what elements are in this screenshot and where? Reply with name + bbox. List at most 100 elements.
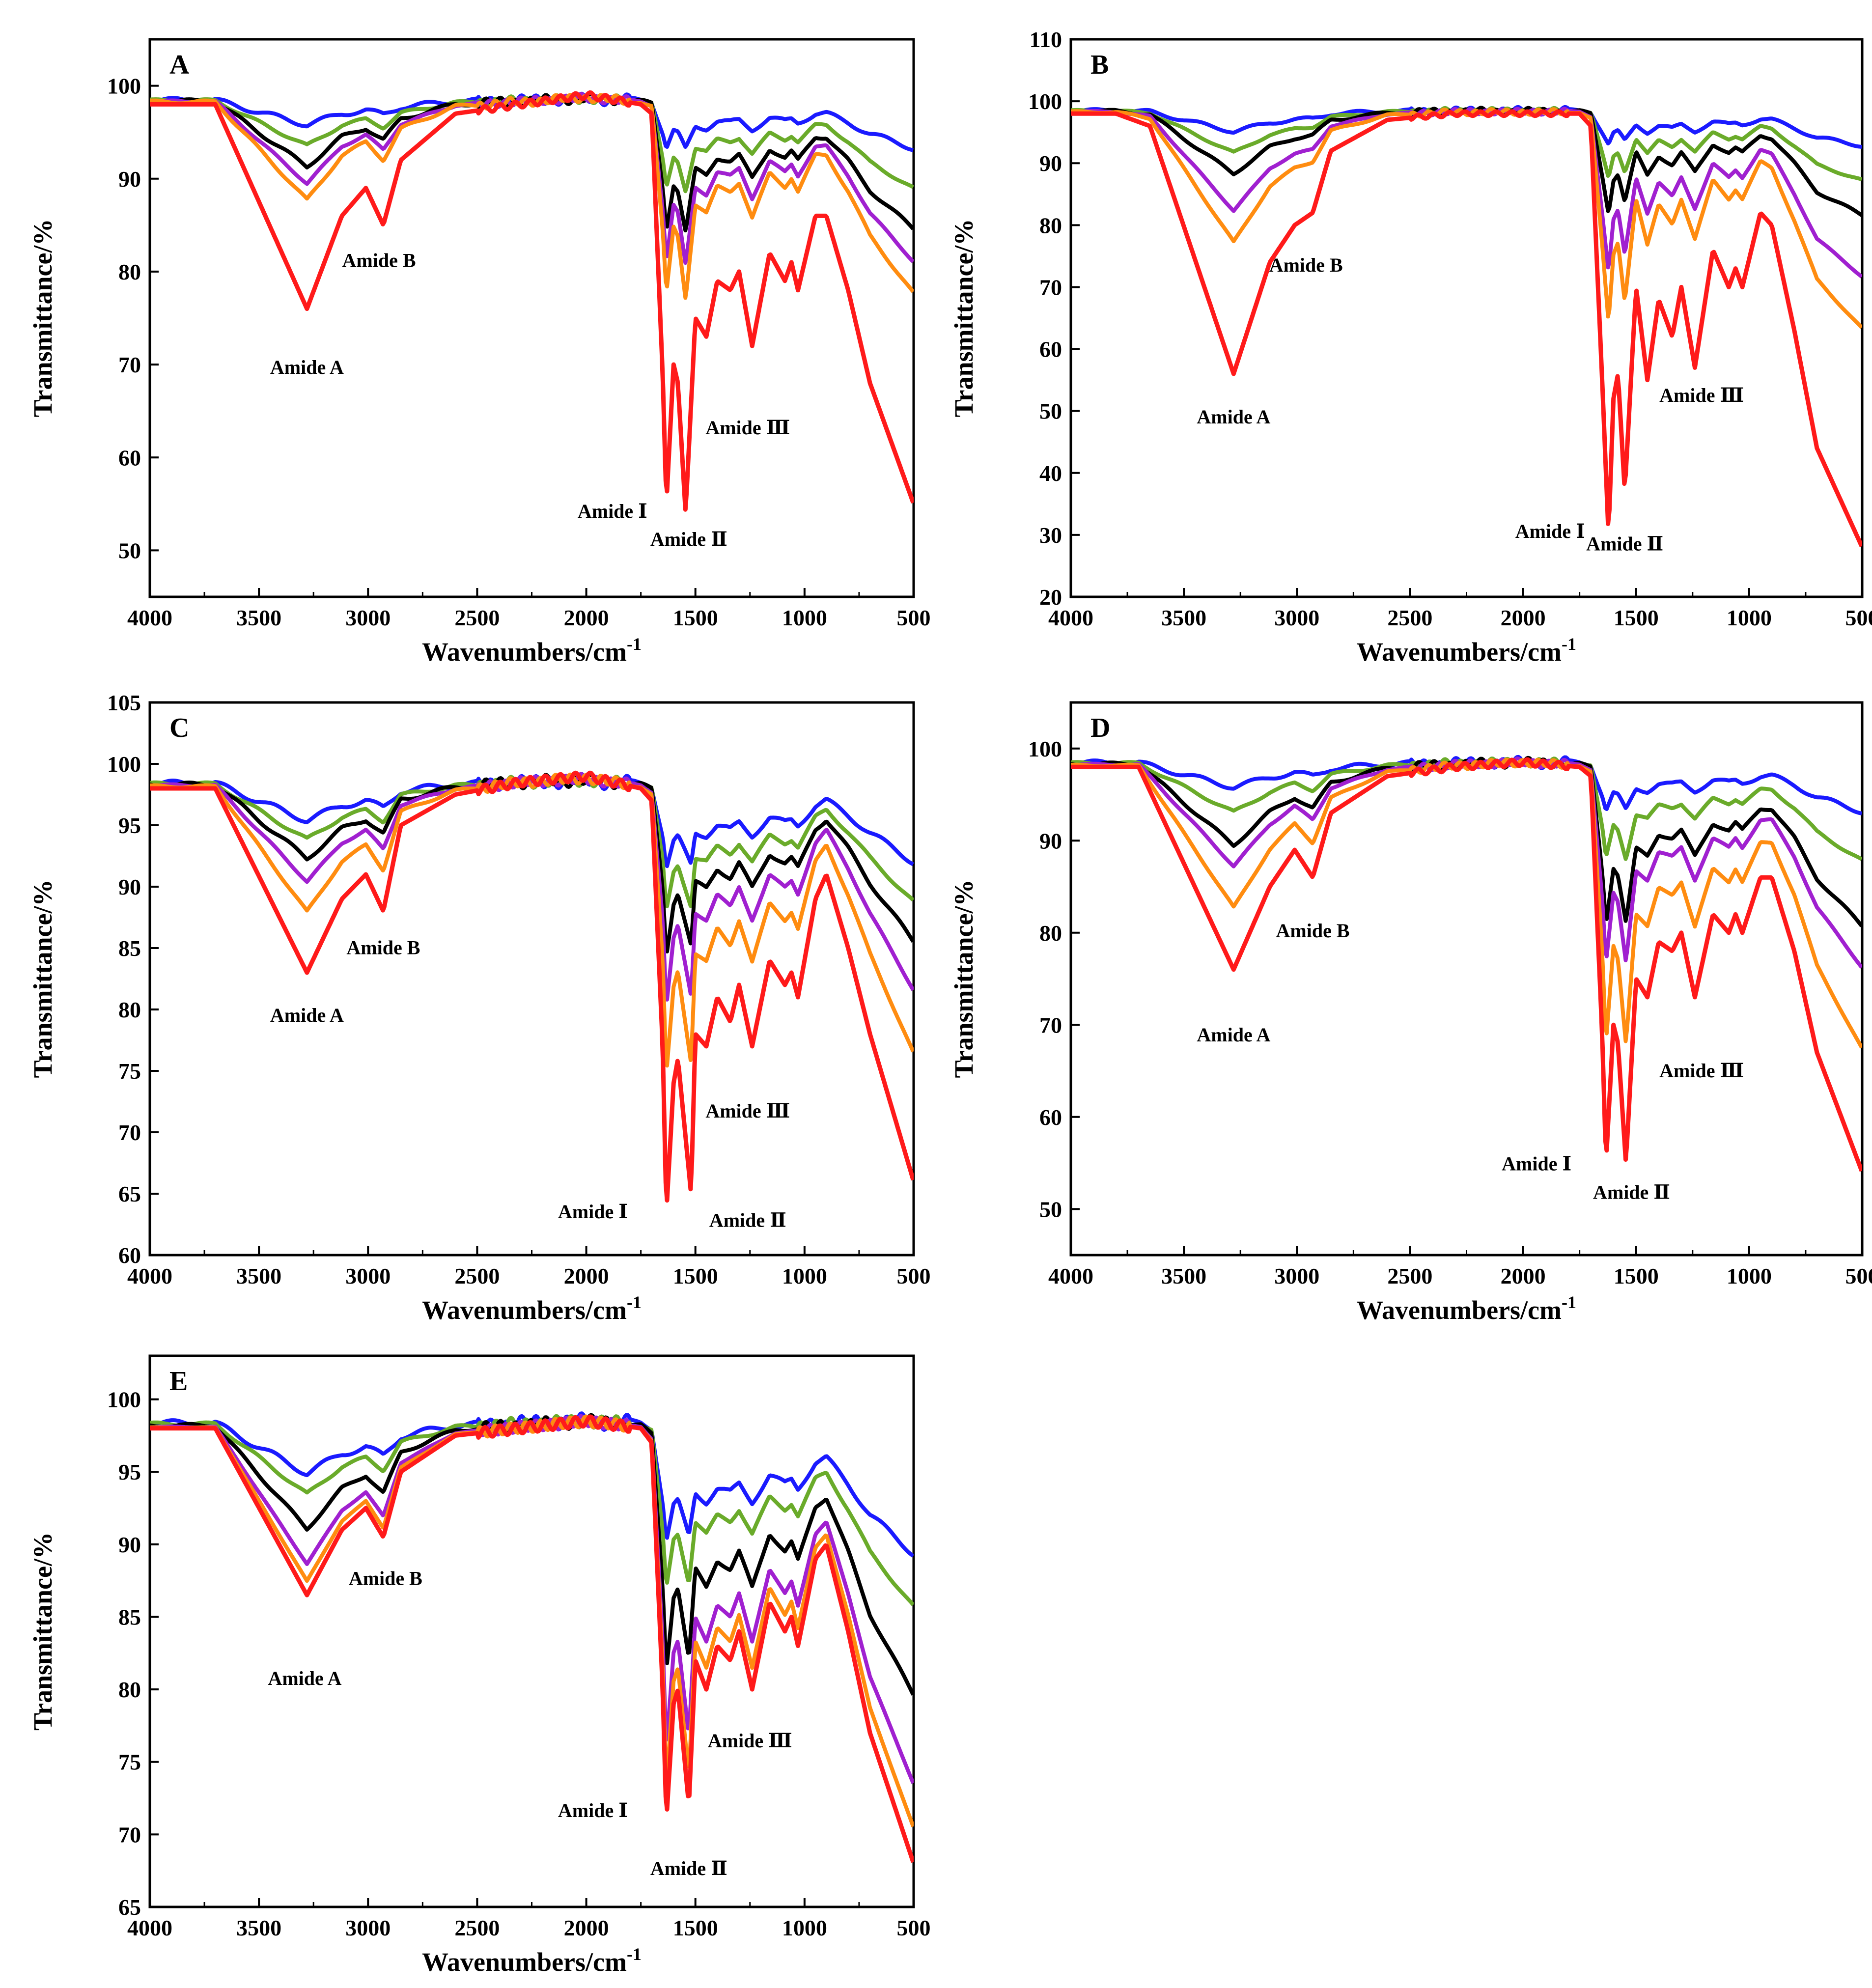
- y-tick-label: 50: [1039, 1197, 1062, 1222]
- x-tick-label: 3500: [236, 1915, 281, 1940]
- x-tick-label: 1000: [782, 1915, 827, 1940]
- ftir-chart-b: 4000350030002500200015001000500203040506…: [923, 0, 1872, 668]
- ftir-chart-d: 4000350030002500200015001000500506070809…: [923, 663, 1872, 1326]
- x-tick-label: 2000: [564, 1263, 609, 1288]
- y-tick-label: 110: [1030, 27, 1062, 52]
- annotation-label: Amide A: [270, 356, 344, 378]
- annotation-label: Amide Ⅰ: [1502, 1153, 1571, 1175]
- panel-letter: A: [169, 50, 190, 80]
- x-tick-label: 3000: [345, 1263, 391, 1288]
- x-tick-label: 3500: [236, 1263, 281, 1288]
- annotation-label: Amide Ⅰ: [558, 1799, 628, 1821]
- y-tick-label: 90: [1039, 828, 1062, 853]
- y-tick-label: 100: [107, 752, 141, 777]
- y-tick-label: 70: [118, 352, 141, 377]
- panel-letter: C: [169, 713, 189, 743]
- y-tick-label: 80: [1039, 213, 1062, 238]
- annotation-label: Amide Ⅲ: [1659, 1060, 1744, 1082]
- y-tick-label: 30: [1039, 523, 1062, 548]
- y-tick-label: 105: [107, 690, 141, 715]
- series-line-purple: [150, 94, 913, 263]
- x-tick-label: 500: [1845, 1263, 1872, 1288]
- y-tick-label: 40: [1039, 461, 1062, 486]
- y-tick-label: 70: [1039, 1012, 1062, 1037]
- annotation-label: Amide A: [1197, 406, 1270, 428]
- annotation-label: Amide Ⅱ: [650, 1857, 727, 1879]
- y-tick-label: 80: [118, 259, 141, 284]
- y-axis-title: Transmittance/%: [28, 880, 57, 1078]
- annotation-label: Amide Ⅲ: [705, 417, 790, 439]
- y-tick-label: 80: [1039, 921, 1062, 946]
- y-tick-label: 100: [107, 1387, 141, 1412]
- x-tick-label: 1500: [1614, 605, 1659, 630]
- annotation-label: Amide Ⅲ: [1659, 384, 1744, 406]
- annotation-label: Amide Ⅰ: [1515, 520, 1585, 542]
- x-axis-title: Wavenumbers/cm-1: [422, 1944, 642, 1977]
- x-axis-title: Wavenumbers/cm-1: [422, 634, 642, 667]
- y-tick-label: 70: [1039, 275, 1062, 300]
- x-tick-label: 3500: [1161, 1263, 1206, 1288]
- series-line-orange: [150, 775, 913, 1066]
- y-tick-label: 85: [118, 1604, 141, 1629]
- x-tick-label: 4000: [127, 605, 172, 630]
- plot-frame: [1071, 39, 1862, 597]
- y-tick-label: 100: [1028, 89, 1062, 114]
- x-tick-label: 2000: [564, 1915, 609, 1940]
- series-line-purple: [1071, 109, 1862, 277]
- x-tick-label: 3500: [236, 605, 281, 630]
- y-tick-label: 90: [118, 1532, 141, 1557]
- x-tick-label: 1500: [673, 1263, 718, 1288]
- series-line-black: [150, 1415, 913, 1695]
- y-tick-label: 60: [1039, 1105, 1062, 1130]
- x-axis-title: Wavenumbers/cm-1: [1357, 1292, 1576, 1325]
- x-tick-label: 3000: [1274, 605, 1319, 630]
- annotation-label: Amide B: [349, 1568, 422, 1590]
- x-tick-label: 2500: [454, 1915, 500, 1940]
- x-tick-label: 1000: [782, 1263, 827, 1288]
- annotation-label: Amide Ⅲ: [705, 1100, 790, 1122]
- annotation-label: Amide A: [270, 1004, 344, 1026]
- y-tick-label: 80: [118, 1677, 141, 1702]
- annotation-label: Amide Ⅰ: [558, 1201, 628, 1223]
- panel-letter: D: [1090, 713, 1110, 743]
- series-line-purple: [150, 1416, 913, 1783]
- x-tick-label: 2000: [1501, 1263, 1546, 1288]
- x-tick-label: 4000: [1048, 1263, 1093, 1288]
- y-tick-label: 20: [1039, 585, 1062, 610]
- series-line-red: [1071, 759, 1862, 1171]
- x-tick-label: 2000: [1501, 605, 1546, 630]
- annotation-label: Amide B: [1276, 920, 1350, 942]
- x-tick-label: 2500: [454, 1263, 500, 1288]
- annotation-label: Amide Ⅱ: [1586, 532, 1663, 555]
- annotation-label: Amide Ⅱ: [709, 1209, 786, 1232]
- x-tick-label: 2000: [564, 605, 609, 630]
- x-tick-label: 2500: [1387, 605, 1432, 630]
- y-tick-label: 95: [118, 1459, 141, 1484]
- x-tick-label: 1000: [782, 605, 827, 630]
- x-tick-label: 500: [897, 1915, 931, 1940]
- x-tick-label: 2500: [1387, 1263, 1432, 1288]
- x-tick-label: 1500: [673, 1915, 718, 1940]
- annotation-label: Amide A: [268, 1667, 341, 1689]
- x-axis-title: Wavenumbers/cm-1: [1357, 634, 1576, 667]
- y-tick-label: 70: [118, 1822, 141, 1847]
- panel-letter: B: [1090, 50, 1109, 80]
- x-tick-label: 3500: [1161, 605, 1206, 630]
- annotation-label: Amide B: [346, 937, 420, 959]
- y-tick-label: 70: [118, 1120, 141, 1145]
- x-tick-label: 1000: [1727, 1263, 1772, 1288]
- annotation-label: Amide Ⅰ: [578, 500, 647, 522]
- y-tick-label: 50: [118, 538, 141, 563]
- y-tick-label: 100: [1028, 736, 1062, 761]
- chart-panel-d: 4000350030002500200015001000500506070809…: [923, 663, 1872, 1326]
- y-tick-label: 90: [118, 874, 141, 899]
- series-line-orange: [150, 1416, 913, 1826]
- panel-letter: E: [169, 1366, 188, 1397]
- chart-panel-b: 4000350030002500200015001000500203040506…: [923, 0, 1872, 668]
- y-axis-title: Transmittance/%: [28, 1532, 57, 1731]
- x-tick-label: 1500: [1614, 1263, 1659, 1288]
